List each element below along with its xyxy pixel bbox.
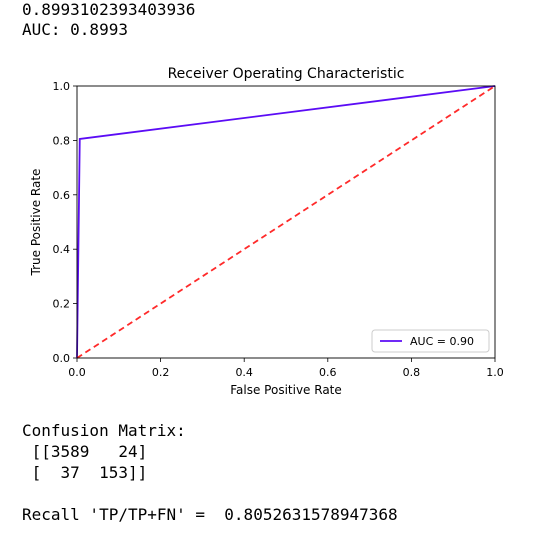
y-tick-label-5: 1.0 — [53, 80, 71, 93]
y-tick-label-1: 0.2 — [53, 298, 71, 311]
x-tick-label-2: 0.4 — [235, 366, 253, 379]
x-tick-label-4: 0.8 — [403, 366, 421, 379]
x-tick-label-3: 0.6 — [319, 366, 337, 379]
x-axis-label: False Positive Rate — [230, 383, 342, 397]
legend-label-0: AUC = 0.90 — [410, 335, 474, 348]
confusion-matrix-row-2: [ 37 153]] — [22, 463, 148, 482]
x-tick-label-5: 1.0 — [486, 366, 504, 379]
y-axis-label: True Positive Rate — [29, 169, 43, 277]
auc-raw-output: 0.8993102393403936 — [22, 0, 196, 19]
y-tick-label-0: 0.0 — [53, 352, 71, 365]
auc-output: AUC: 0.8993 — [22, 20, 128, 39]
x-tick-label-0: 0.0 — [68, 366, 86, 379]
plot-area: 0.0 0.2 0.4 0.6 0.8 1.0 0.0 0.2 0.4 0.6 0.8 1.0 AUC … — [53, 80, 504, 379]
legend-box — [371, 329, 490, 353]
roc-chart: Receiver Operating Characteristic 0.0 0.2… — [0, 55, 547, 405]
recall-output: Recall 'TP/TP+FN' = 0.8052631578947368 — [22, 505, 398, 524]
chart-title: Receiver Operating Characteristic — [168, 66, 405, 82]
y-tick-label-3: 0.6 — [53, 189, 71, 202]
diagonal-reference-line — [76, 85, 496, 359]
confusion-matrix-row-1: [[3589 24] — [22, 442, 148, 461]
y-tick-label-2: 0.4 — [53, 243, 71, 256]
roc-curve-line — [76, 85, 496, 359]
plot-frame — [76, 85, 496, 359]
roc-chart-svg: Receiver Operating Characteristic 0.0 0.2… — [29, 66, 504, 397]
y-tick-label-4: 0.8 — [53, 134, 71, 147]
confusion-matrix-title: Confusion Matrix: — [22, 421, 186, 440]
x-tick-label-1: 0.2 — [152, 366, 170, 379]
